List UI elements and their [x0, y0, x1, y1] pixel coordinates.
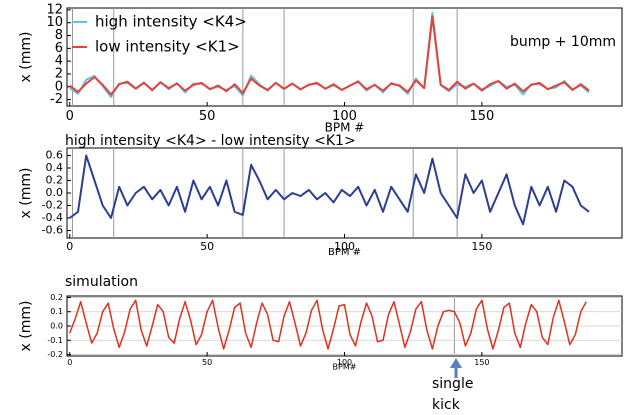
y-tick-label: 0.1 [50, 307, 63, 316]
y-tick-label: -0.6 [42, 224, 63, 237]
x-tick-label: 150 [474, 358, 489, 367]
annotation: kick [432, 397, 461, 413]
legend-label: high intensity <K4> [95, 13, 247, 31]
y-tick-label: 4 [55, 54, 63, 69]
y-tick-label: 8 [55, 28, 63, 43]
y-tick-label: 0.0 [50, 322, 63, 331]
x-tick-label: 50 [200, 240, 214, 253]
x-tick-label: 150 [471, 240, 492, 253]
legend-label: low intensity <K1> [95, 38, 240, 56]
y-tick-label: 0.0 [46, 186, 64, 199]
chart-title: simulation [65, 274, 138, 290]
x-tick-label: 150 [469, 109, 494, 124]
x-axis-label: BPM# [333, 363, 357, 372]
x-tick-label: 0 [66, 240, 73, 253]
y-tick-label: 0.4 [46, 161, 64, 174]
x-tick-label: 100 [337, 358, 352, 367]
y-axis-label: x (mm) [18, 301, 34, 352]
chart-title: high intensity <K4> - low intensity <K1> [65, 133, 356, 149]
x-tick-label: 50 [199, 109, 216, 124]
annotation: bump + 10mm [510, 34, 616, 50]
x-tick-label: 0 [66, 109, 74, 124]
kick-arrow-head [450, 358, 462, 368]
y-tick-label: 2 [55, 66, 63, 81]
y-tick-label: 6 [55, 41, 63, 56]
y-tick-label: -2 [50, 92, 63, 107]
series-line [69, 15, 590, 96]
x-axis-label: BPM # [325, 121, 365, 135]
y-tick-label: 0.2 [50, 293, 63, 302]
x-tick-label: 100 [334, 240, 355, 253]
y-tick-label: -0.2 [47, 350, 63, 359]
x-axis-label: BPM # [328, 247, 361, 258]
y-tick-label: -0.1 [47, 336, 63, 345]
y-tick-label: -0.4 [42, 211, 63, 224]
series-line [69, 154, 590, 226]
x-tick-label: 50 [202, 358, 212, 367]
y-axis-label: x (mm) [18, 168, 34, 219]
y-tick-label: 0 [55, 79, 63, 94]
y-tick-label: 0.2 [46, 174, 64, 187]
y-axis-label: x (mm) [18, 32, 34, 83]
y-tick-label: 12 [46, 2, 63, 17]
series-line [69, 299, 587, 350]
y-tick-label: -0.2 [42, 199, 63, 212]
x-tick-label: 0 [67, 358, 72, 367]
annotation: single [432, 376, 473, 392]
x-tick-label: 100 [332, 109, 357, 124]
y-tick-label: 0.6 [46, 149, 64, 162]
y-tick-label: 10 [46, 15, 63, 30]
